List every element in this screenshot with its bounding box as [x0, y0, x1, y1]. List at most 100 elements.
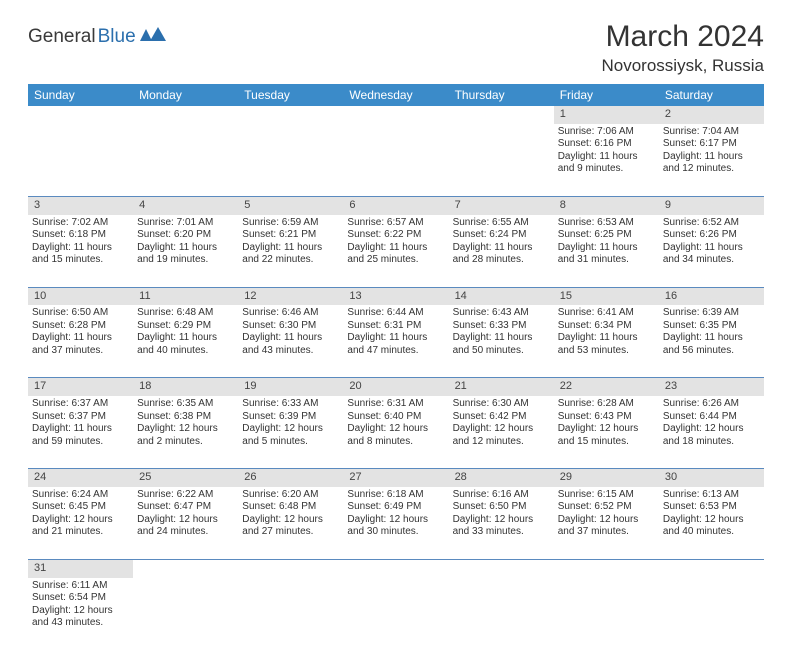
- day-cell: Sunrise: 6:59 AMSunset: 6:21 PMDaylight:…: [238, 215, 343, 288]
- sunrise-text: Sunrise: 6:43 AM: [453, 307, 550, 320]
- sunset-text: Sunset: 6:31 PM: [347, 320, 444, 333]
- daylight-text: Daylight: 12 hours and 27 minutes.: [242, 514, 339, 539]
- sunrise-text: Sunrise: 6:46 AM: [242, 307, 339, 320]
- daylight-text: Daylight: 11 hours and 25 minutes.: [347, 242, 444, 267]
- sunset-text: Sunset: 6:37 PM: [32, 411, 129, 424]
- sunrise-text: Sunrise: 6:44 AM: [347, 307, 444, 320]
- calendar-head: SundayMondayTuesdayWednesdayThursdayFrid…: [28, 84, 764, 106]
- day-number-cell: 21: [449, 378, 554, 396]
- sunrise-text: Sunrise: 6:11 AM: [32, 580, 129, 593]
- daylight-text: Daylight: 11 hours and 34 minutes.: [663, 242, 760, 267]
- weekday-header: Saturday: [659, 84, 764, 106]
- day-cell: [28, 124, 133, 197]
- sunrise-text: Sunrise: 6:39 AM: [663, 307, 760, 320]
- sunset-text: Sunset: 6:54 PM: [32, 592, 129, 605]
- day-number-cell: 22: [554, 378, 659, 396]
- day-cell: Sunrise: 6:48 AMSunset: 6:29 PMDaylight:…: [133, 305, 238, 378]
- sunrise-text: Sunrise: 6:28 AM: [558, 398, 655, 411]
- sunrise-text: Sunrise: 6:53 AM: [558, 217, 655, 230]
- daylight-text: Daylight: 11 hours and 53 minutes.: [558, 332, 655, 357]
- daylight-text: Daylight: 11 hours and 19 minutes.: [137, 242, 234, 267]
- daylight-text: Daylight: 11 hours and 56 minutes.: [663, 332, 760, 357]
- day-number-cell: 26: [238, 469, 343, 487]
- daylight-text: Daylight: 11 hours and 31 minutes.: [558, 242, 655, 267]
- day-number-cell: 17: [28, 378, 133, 396]
- day-cell: Sunrise: 7:02 AMSunset: 6:18 PMDaylight:…: [28, 215, 133, 288]
- sunset-text: Sunset: 6:39 PM: [242, 411, 339, 424]
- daylight-text: Daylight: 12 hours and 24 minutes.: [137, 514, 234, 539]
- day-cell: Sunrise: 6:31 AMSunset: 6:40 PMDaylight:…: [343, 396, 448, 469]
- daylight-text: Daylight: 11 hours and 40 minutes.: [137, 332, 234, 357]
- day-number-cell: [238, 559, 343, 577]
- title-block: March 2024 Novorossiysk, Russia: [602, 20, 765, 76]
- day-number-cell: [28, 106, 133, 124]
- sunrise-text: Sunrise: 6:52 AM: [663, 217, 760, 230]
- daylight-text: Daylight: 12 hours and 2 minutes.: [137, 423, 234, 448]
- day-number-cell: 7: [449, 196, 554, 214]
- sunset-text: Sunset: 6:17 PM: [663, 138, 760, 151]
- sunrise-text: Sunrise: 6:20 AM: [242, 489, 339, 502]
- day-cell: Sunrise: 6:46 AMSunset: 6:30 PMDaylight:…: [238, 305, 343, 378]
- sunrise-text: Sunrise: 7:06 AM: [558, 126, 655, 139]
- daylight-text: Daylight: 12 hours and 37 minutes.: [558, 514, 655, 539]
- day-number-cell: 4: [133, 196, 238, 214]
- day-cell: Sunrise: 6:26 AMSunset: 6:44 PMDaylight:…: [659, 396, 764, 469]
- day-number-cell: 29: [554, 469, 659, 487]
- daylight-text: Daylight: 12 hours and 5 minutes.: [242, 423, 339, 448]
- calendar-body: 12Sunrise: 7:06 AMSunset: 6:16 PMDayligh…: [28, 106, 764, 650]
- day-cell: Sunrise: 6:33 AMSunset: 6:39 PMDaylight:…: [238, 396, 343, 469]
- day-number-cell: 10: [28, 287, 133, 305]
- day-cell: Sunrise: 6:28 AMSunset: 6:43 PMDaylight:…: [554, 396, 659, 469]
- sunset-text: Sunset: 6:44 PM: [663, 411, 760, 424]
- day-number-cell: [133, 559, 238, 577]
- calendar-table: SundayMondayTuesdayWednesdayThursdayFrid…: [28, 84, 764, 650]
- day-number-cell: 18: [133, 378, 238, 396]
- day-number-cell: 30: [659, 469, 764, 487]
- sunrise-text: Sunrise: 6:30 AM: [453, 398, 550, 411]
- day-cell: Sunrise: 6:44 AMSunset: 6:31 PMDaylight:…: [343, 305, 448, 378]
- weekday-header: Friday: [554, 84, 659, 106]
- daylight-text: Daylight: 12 hours and 21 minutes.: [32, 514, 129, 539]
- sunset-text: Sunset: 6:24 PM: [453, 229, 550, 242]
- day-number-cell: [659, 559, 764, 577]
- day-cell: Sunrise: 6:41 AMSunset: 6:34 PMDaylight:…: [554, 305, 659, 378]
- day-cell: Sunrise: 6:43 AMSunset: 6:33 PMDaylight:…: [449, 305, 554, 378]
- daylight-text: Daylight: 12 hours and 40 minutes.: [663, 514, 760, 539]
- sunset-text: Sunset: 6:18 PM: [32, 229, 129, 242]
- day-cell: Sunrise: 7:06 AMSunset: 6:16 PMDaylight:…: [554, 124, 659, 197]
- sunset-text: Sunset: 6:49 PM: [347, 501, 444, 514]
- day-cell: Sunrise: 6:18 AMSunset: 6:49 PMDaylight:…: [343, 487, 448, 560]
- day-number-cell: [133, 106, 238, 124]
- sunset-text: Sunset: 6:16 PM: [558, 138, 655, 151]
- daylight-text: Daylight: 11 hours and 37 minutes.: [32, 332, 129, 357]
- day-cell: Sunrise: 6:24 AMSunset: 6:45 PMDaylight:…: [28, 487, 133, 560]
- sunset-text: Sunset: 6:25 PM: [558, 229, 655, 242]
- sunrise-text: Sunrise: 6:57 AM: [347, 217, 444, 230]
- day-number-cell: 5: [238, 196, 343, 214]
- day-cell: Sunrise: 6:57 AMSunset: 6:22 PMDaylight:…: [343, 215, 448, 288]
- sunrise-text: Sunrise: 6:22 AM: [137, 489, 234, 502]
- day-cell: [343, 578, 448, 650]
- day-cell: [554, 578, 659, 650]
- day-cell: Sunrise: 7:04 AMSunset: 6:17 PMDaylight:…: [659, 124, 764, 197]
- day-cell: Sunrise: 6:22 AMSunset: 6:47 PMDaylight:…: [133, 487, 238, 560]
- day-cell: Sunrise: 6:50 AMSunset: 6:28 PMDaylight:…: [28, 305, 133, 378]
- sunset-text: Sunset: 6:53 PM: [663, 501, 760, 514]
- sunset-text: Sunset: 6:28 PM: [32, 320, 129, 333]
- day-number-cell: 25: [133, 469, 238, 487]
- day-cell: Sunrise: 6:52 AMSunset: 6:26 PMDaylight:…: [659, 215, 764, 288]
- day-cell: [133, 578, 238, 650]
- day-cell: Sunrise: 6:11 AMSunset: 6:54 PMDaylight:…: [28, 578, 133, 650]
- sunset-text: Sunset: 6:40 PM: [347, 411, 444, 424]
- logo: General Blue: [28, 20, 166, 48]
- day-number-cell: 2: [659, 106, 764, 124]
- daylight-text: Daylight: 12 hours and 43 minutes.: [32, 605, 129, 630]
- logo-text-blue: Blue: [98, 26, 136, 48]
- sunset-text: Sunset: 6:48 PM: [242, 501, 339, 514]
- location: Novorossiysk, Russia: [602, 56, 765, 76]
- day-number-cell: 19: [238, 378, 343, 396]
- sunrise-text: Sunrise: 6:26 AM: [663, 398, 760, 411]
- weekday-header: Sunday: [28, 84, 133, 106]
- day-number-cell: 3: [28, 196, 133, 214]
- sunrise-text: Sunrise: 6:24 AM: [32, 489, 129, 502]
